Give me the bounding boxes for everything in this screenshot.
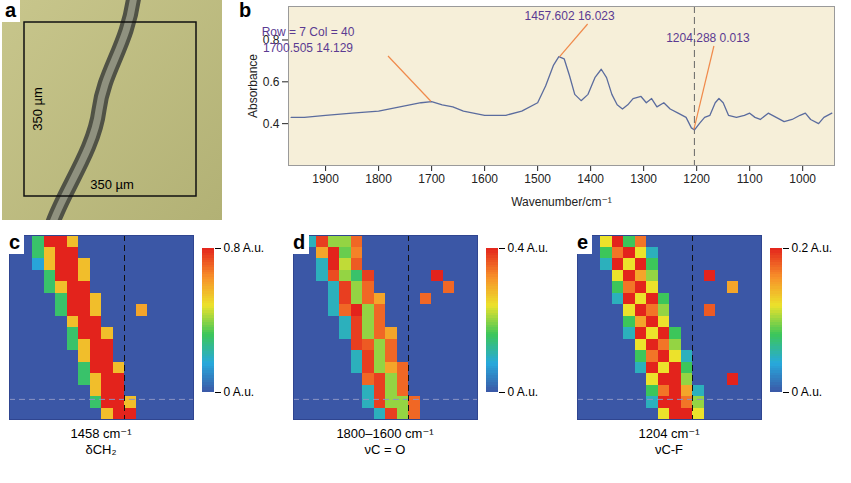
svg-text:0.2 A.u.: 0.2 A.u. [792, 241, 833, 255]
html-text:a: a [5, 0, 17, 21]
svg-text:1700.505 14.129: 1700.505 14.129 [263, 41, 353, 55]
svg-text:1800: 1800 [365, 172, 392, 186]
html-text:νC-F: νC-F [654, 442, 684, 457]
svg-text:1100: 1100 [737, 172, 763, 186]
html-text:νC = O: νC = O [364, 442, 406, 457]
html-text:e: e [577, 231, 589, 253]
svg-text:1000: 1000 [789, 172, 816, 186]
html-text:1800–1600 cm⁻¹: 1800–1600 cm⁻¹ [336, 426, 434, 441]
html-text:δCH₂: δCH₂ [85, 442, 117, 457]
svg-text:1300: 1300 [630, 172, 657, 186]
svg-text:1500: 1500 [524, 172, 551, 186]
html-text:c: c [9, 231, 21, 253]
svg-text:0.6: 0.6 [263, 75, 280, 89]
svg-text:0 A.u.: 0 A.u. [508, 385, 539, 399]
svg-text:350 µm: 350 µm [30, 87, 45, 131]
html-text:b: b [239, 0, 252, 21]
svg-text:1204.288 0.013: 1204.288 0.013 [666, 31, 750, 45]
html-text:1458 cm⁻¹: 1458 cm⁻¹ [70, 426, 132, 441]
svg-text:1900: 1900 [312, 172, 339, 186]
svg-text:Wavenumber/cm⁻¹: Wavenumber/cm⁻¹ [511, 195, 612, 209]
svg-text:1600: 1600 [471, 172, 498, 186]
svg-text:1700: 1700 [418, 172, 445, 186]
svg-text:Absorbance: Absorbance [246, 54, 260, 118]
svg-text:0 A.u.: 0 A.u. [792, 385, 823, 399]
html-text:1204 cm⁻¹: 1204 cm⁻¹ [638, 426, 700, 441]
svg-text:1200: 1200 [683, 172, 710, 186]
svg-text:1457.602 16.023: 1457.602 16.023 [525, 9, 615, 23]
svg-text:0.4: 0.4 [263, 116, 280, 130]
html-text:d: d [293, 231, 306, 253]
svg-text:350 µm: 350 µm [90, 177, 134, 192]
svg-text:0.8 A.u.: 0.8 A.u. [224, 241, 265, 255]
svg-text:Row = 7 Col = 40: Row = 7 Col = 40 [262, 25, 355, 39]
svg-text:1400: 1400 [577, 172, 604, 186]
svg-text:0.4 A.u.: 0.4 A.u. [508, 241, 549, 255]
svg-text:0 A.u.: 0 A.u. [224, 385, 255, 399]
